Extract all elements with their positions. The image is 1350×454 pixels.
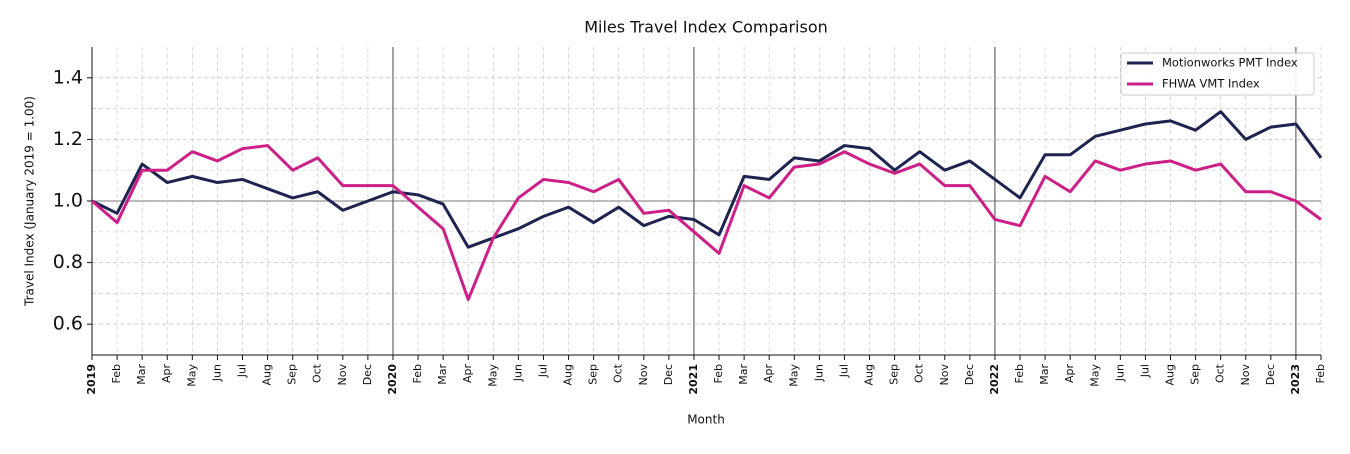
x-tick-label: Nov <box>637 364 650 386</box>
x-tick-label: Aug <box>261 364 274 385</box>
x-tick-label: Jun <box>812 364 825 382</box>
x-tick-label: May <box>787 364 800 387</box>
x-tick-label: Feb <box>1013 364 1026 383</box>
x-tick-label: Feb <box>1314 364 1327 383</box>
x-tick-label: May <box>1088 364 1101 387</box>
x-tick-label: 2022 <box>988 364 1001 395</box>
chart-title: Miles Travel Index Comparison <box>584 18 828 37</box>
x-tick-label: Jul <box>235 364 248 378</box>
x-tick-label: Dec <box>963 364 976 385</box>
x-tick-label: Mar <box>737 364 750 385</box>
y-tick-label: 1.4 <box>53 66 83 88</box>
y-tick-label: 0.8 <box>53 251 83 273</box>
x-tick-label: Nov <box>938 364 951 386</box>
x-tick-label: May <box>185 364 198 387</box>
x-tick-label: Apr <box>461 364 474 384</box>
x-tick-label: Dec <box>1264 364 1277 385</box>
x-axis-label: Month <box>687 413 725 427</box>
x-tick-label: May <box>486 364 499 387</box>
x-tick-label: 2023 <box>1289 364 1302 395</box>
y-tick-label: 0.6 <box>53 313 83 335</box>
x-tick-label: Oct <box>913 363 926 383</box>
x-tick-label: Nov <box>336 364 349 386</box>
legend-label: Motionworks PMT Index <box>1162 56 1298 70</box>
x-tick-label: Sep <box>888 364 901 385</box>
x-tick-label: Dec <box>662 364 675 385</box>
series-line <box>91 110 1323 249</box>
x-tick-label: Sep <box>587 364 600 385</box>
x-tick-label: Aug <box>1164 364 1177 385</box>
x-tick-label: Oct <box>1214 363 1227 383</box>
x-tick-label: Aug <box>562 364 575 385</box>
legend-label: FHWA VMT Index <box>1162 77 1260 91</box>
x-tick-label: Oct <box>612 363 625 383</box>
x-tick-label: 2019 <box>85 364 98 395</box>
x-tick-label: Feb <box>712 364 725 383</box>
x-tick-label: Apr <box>1063 364 1076 384</box>
x-tick-label: Sep <box>286 364 299 385</box>
x-tick-label: Apr <box>762 364 775 384</box>
x-tick-label: 2020 <box>386 364 399 395</box>
x-tick-label: Jun <box>210 364 223 382</box>
x-tick-label: Jul <box>837 364 850 378</box>
x-tick-label: Apr <box>160 364 173 384</box>
x-tick-label: Mar <box>1038 364 1051 385</box>
x-tick-label: Jul <box>1138 364 1151 378</box>
x-tick-label: Dec <box>361 364 374 385</box>
x-tick-label: Mar <box>135 364 148 385</box>
x-tick-label: Feb <box>411 364 424 383</box>
y-axis-label: Travel Index (January 2019 = 1.00) <box>23 96 37 307</box>
y-tick-label: 1.2 <box>53 128 83 150</box>
x-tick-label: Sep <box>1189 364 1202 385</box>
x-tick-label: Feb <box>110 364 123 383</box>
x-tick-label: 2021 <box>687 364 700 395</box>
y-tick-label: 1.0 <box>53 190 83 212</box>
x-tick-label: Oct <box>311 363 324 383</box>
x-tick-label: Aug <box>863 364 876 385</box>
x-tick-label: Mar <box>436 364 449 385</box>
series-line <box>91 144 1322 302</box>
x-tick-label: Nov <box>1239 364 1252 386</box>
legend-box <box>1120 52 1315 96</box>
x-tick-label: Jun <box>1113 364 1126 382</box>
x-tick-label: Jun <box>511 364 524 382</box>
x-tick-label: Jul <box>536 364 549 378</box>
